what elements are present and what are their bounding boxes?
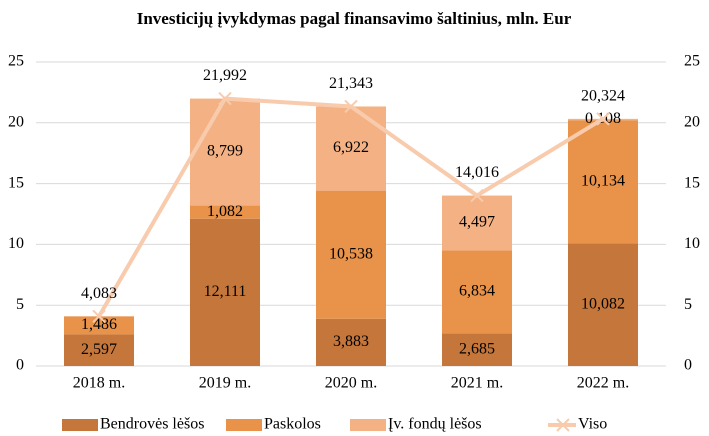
bar-segment: [190, 218, 260, 366]
legend-marker: [556, 418, 570, 432]
chart-title: Investicijų įvykdymas pagal finansavimo …: [137, 9, 572, 28]
bar-segment: [190, 98, 260, 206]
data-label: 3,883: [333, 333, 369, 350]
legend-label: Įv. fondų lėšos: [388, 416, 482, 433]
data-label: 2,597: [81, 341, 117, 358]
bar-segment: [442, 250, 512, 334]
bar-segment: [316, 190, 386, 319]
data-label: 10,082: [581, 295, 625, 312]
legend-swatch: [226, 419, 262, 431]
bar-segment: [316, 318, 386, 366]
bar-segment: [190, 205, 260, 219]
data-label: 4,497: [459, 214, 495, 231]
bar-segment: [442, 195, 512, 251]
x-tick-label: 2019 m.: [199, 375, 251, 392]
y2-tick-label: 10: [684, 235, 700, 252]
legend-swatch: [350, 419, 386, 431]
data-label: 8,799: [207, 143, 243, 160]
data-label: 21,992: [203, 67, 247, 84]
data-label: 6,922: [333, 139, 369, 156]
data-label: 10,134: [581, 172, 625, 189]
legend-label: Paskolos: [264, 416, 321, 433]
line-marker: [470, 188, 484, 203]
y-tick-label: 10: [8, 235, 24, 252]
x-tick-label: 2022 m.: [577, 375, 629, 392]
data-label: 4,083: [81, 285, 117, 302]
y-tick-label: 0: [16, 357, 24, 374]
y-tick-label: 25: [8, 53, 24, 70]
bar-segment: [442, 333, 512, 366]
line-marker: [344, 99, 358, 114]
legend-swatch: [62, 419, 98, 431]
y-tick-label: 5: [16, 296, 24, 313]
legend-label: Bendrovės lėšos: [100, 416, 204, 433]
bar-segment: [316, 106, 386, 191]
line-marker: [596, 112, 610, 126]
y2-tick-label: 25: [684, 53, 700, 70]
data-label: 1,486: [81, 316, 117, 333]
data-label: 10,538: [329, 245, 373, 262]
x-tick-label: 2018 m.: [73, 375, 125, 392]
data-label: 2,685: [459, 340, 495, 357]
data-label: 14,016: [455, 164, 499, 181]
line-marker: [92, 309, 106, 324]
y2-tick-label: 0: [684, 357, 692, 374]
line-marker: [218, 91, 232, 106]
y2-tick-label: 15: [684, 174, 700, 191]
x-tick-label: 2021 m.: [451, 375, 503, 392]
bar-segment: [64, 316, 134, 335]
y-tick-label: 20: [8, 113, 24, 130]
data-label: 20,324: [581, 88, 625, 105]
data-label: 12,111: [204, 283, 247, 300]
data-label: 1,082: [207, 203, 243, 220]
x-tick-label: 2020 m.: [325, 375, 377, 392]
bar-segment: [64, 334, 134, 366]
y2-tick-label: 5: [684, 296, 692, 313]
y-tick-label: 15: [8, 174, 24, 191]
data-label: 21,343: [329, 75, 373, 92]
data-label: 6,834: [459, 282, 495, 299]
bar-segment: [568, 120, 638, 244]
bar-segment: [568, 243, 638, 366]
y2-tick-label: 20: [684, 113, 700, 130]
legend-label: Viso: [578, 416, 607, 433]
